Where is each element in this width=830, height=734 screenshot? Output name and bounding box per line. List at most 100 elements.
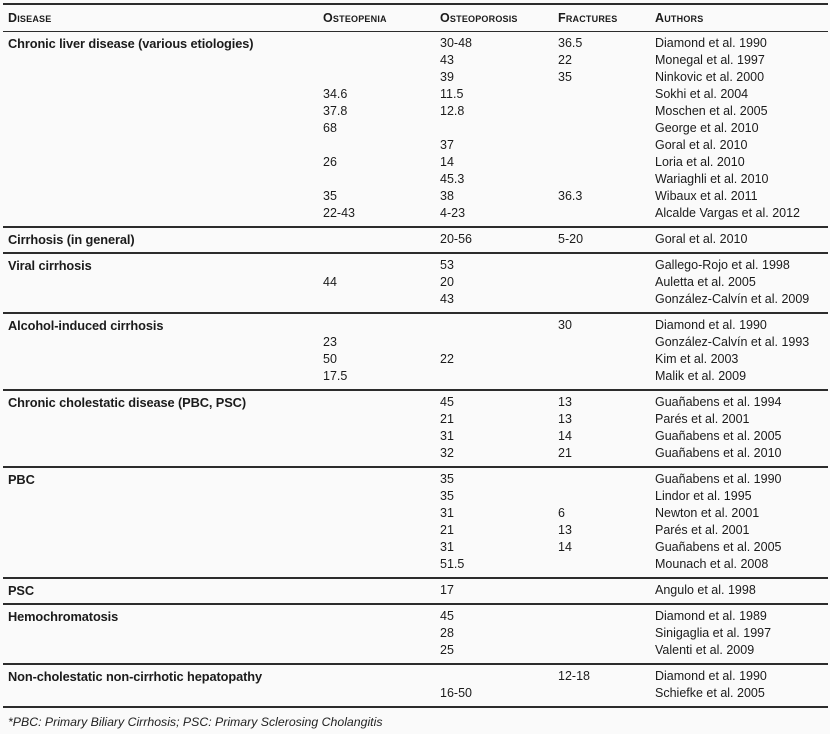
osteoporosis-cell: 39: [440, 70, 454, 84]
disease-name-cell: [8, 274, 323, 291]
osteopenia-cell: 68: [323, 121, 337, 135]
disease-name-cell: [8, 334, 323, 351]
table-row: 26 14 Loria et al. 2010: [3, 154, 828, 171]
disease-name-cell: Non-cholestatic non-cirrhotic hepatopath…: [8, 669, 262, 684]
disease-name-cell: [8, 137, 323, 154]
disease-name-cell: Hemochromatosis: [8, 609, 119, 624]
osteoporosis-cell: 20: [440, 275, 454, 289]
authors-cell: Newton et al. 2001: [655, 506, 760, 520]
disease-section: Chronic liver disease (various etiologie…: [3, 32, 828, 228]
osteopenia-cell: [323, 317, 440, 334]
disease-name-cell: [8, 411, 323, 428]
disease-name-cell: [8, 539, 323, 556]
authors-cell: Parés et al. 2001: [655, 523, 750, 537]
osteoporosis-cell: 21: [440, 412, 454, 426]
osteoporosis-cell: 14: [440, 155, 454, 169]
table-row: PBC 35 Guañabens et al. 1990: [3, 471, 828, 488]
table-row: 35 Lindor et al. 1995: [3, 488, 828, 505]
osteoporosis-cell: 30-48: [440, 36, 472, 50]
authors-cell: Wariaghli et al. 2010: [655, 172, 769, 186]
column-header-authors: Authors: [655, 11, 704, 25]
table-row: 21 13 Parés et al. 2001: [3, 411, 828, 428]
authors-cell: Wibaux et al. 2011: [655, 189, 758, 203]
disease-name-cell: [8, 103, 323, 120]
osteopenia-cell: 17.5: [323, 369, 348, 383]
fractures-cell: [558, 368, 655, 385]
table-row: Cirrhosis (in general) 20-56 5-20 Goral et …: [3, 231, 828, 248]
disease-name-cell: [8, 556, 323, 573]
table-row: 51.5 Mounach et al. 2008: [3, 556, 828, 573]
disease-name-cell: [8, 86, 323, 103]
osteoporosis-cell: 20-56: [440, 232, 472, 246]
osteoporosis-cell: 21: [440, 523, 454, 537]
table-row: 21 13 Parés et al. 2001: [3, 522, 828, 539]
osteoporosis-cell: 38: [440, 189, 454, 203]
table-row: 32 21 Guañabens et al. 2010: [3, 445, 828, 462]
fractures-cell: 13: [558, 523, 572, 537]
table-row: Chronic cholestatic disease (PBC, PSC) 45…: [3, 394, 828, 411]
fractures-cell: 14: [558, 540, 572, 554]
disease-section: Viral cirrhosis 53 Gallego-Rojo et al. 199…: [3, 254, 828, 314]
authors-cell: Parés et al. 2001: [655, 412, 750, 426]
fractures-cell: [558, 154, 655, 171]
fractures-cell: [558, 205, 655, 222]
disease-name-cell: [8, 368, 323, 385]
fractures-cell: [558, 351, 655, 368]
disease-name-cell: [8, 685, 323, 702]
osteopenia-cell: [323, 411, 440, 428]
table-row: 31 14 Guañabens et al. 2005: [3, 428, 828, 445]
osteopenia-cell: 26: [323, 155, 337, 169]
osteopenia-cell: [323, 608, 440, 625]
fractures-cell: 36.3: [558, 189, 583, 203]
osteoporosis-cell: [440, 317, 558, 334]
osteopenia-cell: [323, 445, 440, 462]
fractures-cell: 21: [558, 446, 572, 460]
authors-cell: Auletta et al. 2005: [655, 275, 756, 289]
disease-name-cell: [8, 120, 323, 137]
fractures-cell: [558, 274, 655, 291]
table-row: 45.3 Wariaghli et al. 2010: [3, 171, 828, 188]
osteoporosis-cell: 53: [440, 258, 454, 272]
disease-name-cell: [8, 445, 323, 462]
osteoporosis-cell: [440, 334, 558, 351]
fractures-cell: 5-20: [558, 232, 584, 246]
authors-cell: Sinigaglia et al. 1997: [655, 626, 772, 640]
column-header-osteoporosis: Osteoporosis: [440, 11, 518, 25]
table-row: 25 Valenti et al. 2009: [3, 642, 828, 659]
fractures-cell: [558, 642, 655, 659]
disease-section: Cirrhosis (in general) 20-56 5-20 Goral et …: [3, 228, 828, 254]
authors-cell: Guañabens et al. 1994: [655, 395, 782, 409]
osteopenia-cell: 34.6: [323, 87, 348, 101]
table-row: 17.5 Malik et al. 2009: [3, 368, 828, 385]
disease-section: Alcohol-induced cirrhosis 30 Diamond et al…: [3, 314, 828, 391]
osteopenia-cell: [323, 231, 440, 248]
osteopenia-cell: [323, 668, 440, 685]
osteoporosis-cell: 35: [440, 472, 454, 486]
osteoporosis-cell: 28: [440, 626, 454, 640]
fractures-cell: [558, 471, 655, 488]
osteopenia-cell: [323, 69, 440, 86]
disease-name-cell: [8, 171, 323, 188]
disease-name-cell: [8, 154, 323, 171]
table-row: 16-50 Schiefke et al. 2005: [3, 685, 828, 702]
disease-name-cell: [8, 642, 323, 659]
authors-cell: Sokhi et al. 2004: [655, 87, 749, 101]
fractures-cell: [558, 685, 655, 702]
fractures-cell: [558, 556, 655, 573]
disease-section: Chronic cholestatic disease (PBC, PSC) 45…: [3, 391, 828, 468]
disease-name-cell: Chronic liver disease (various etiologie…: [8, 36, 254, 51]
table-row: 44 20 Auletta et al. 2005: [3, 274, 828, 291]
table-row: 43 22 Monegal et al. 1997: [3, 52, 828, 69]
disease-name-cell: [8, 291, 323, 308]
osteopenia-cell: [323, 556, 440, 573]
authors-cell: Ninkovic et al. 2000: [655, 70, 765, 84]
authors-cell: Goral et al. 2010: [655, 138, 748, 152]
fractures-cell: 12-18: [558, 669, 590, 683]
table-row: Chronic liver disease (various etiologie…: [3, 35, 828, 52]
osteopenia-cell: 35: [323, 189, 337, 203]
fractures-cell: [558, 291, 655, 308]
osteoporosis-cell: [440, 120, 558, 137]
osteoporosis-cell: 25: [440, 643, 454, 657]
osteoporosis-cell: 43: [440, 53, 454, 67]
disease-name-cell: [8, 505, 323, 522]
